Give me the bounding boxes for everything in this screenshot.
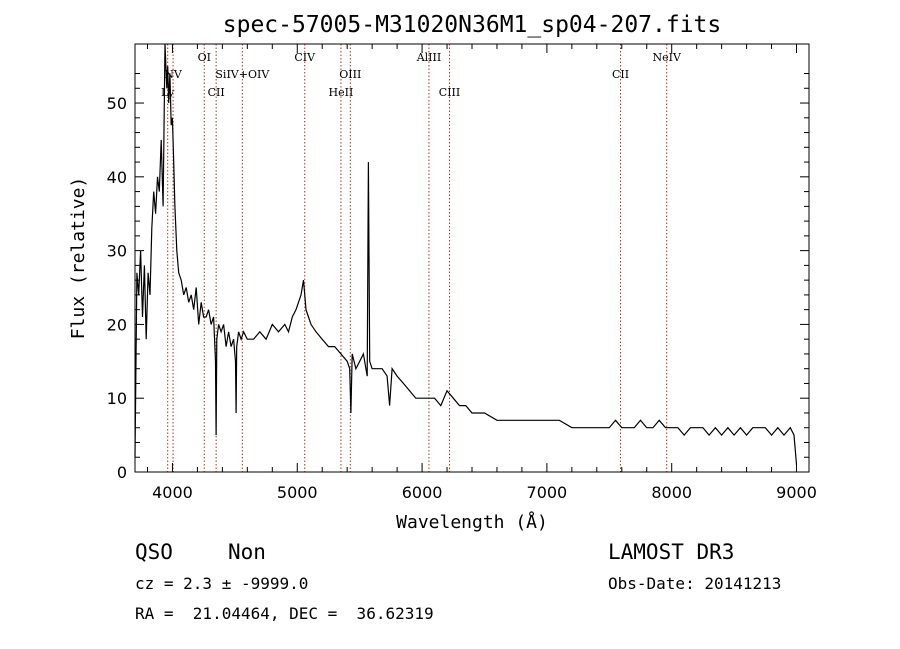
line-marker-label-5: CIV [294, 51, 316, 64]
x-tick-label: 6000 [402, 483, 443, 502]
spectral-line-markers: LyNVOICIISiIV+OIVCIVHeIIOIIIAlIIICIIICII… [161, 44, 682, 472]
line-marker-label-2: OI [198, 51, 211, 64]
line-marker-label-7: OIII [339, 68, 361, 81]
survey-name: LAMOST DR3 [608, 540, 735, 564]
line-marker-label-4: SiIV+OIV [215, 68, 270, 81]
y-tick-label: 10 [107, 389, 127, 408]
y-tick-label: 40 [107, 168, 127, 187]
line-marker-label-8: AlIII [416, 51, 442, 64]
object-subclass: Non [228, 540, 266, 564]
line-marker-label-1: NV [164, 68, 183, 81]
x-tick-label: 4000 [152, 483, 193, 502]
y-tick-label: 0 [117, 463, 127, 482]
x-tick-label: 8000 [651, 483, 692, 502]
y-tick-label: 30 [107, 242, 127, 261]
line-marker-label-6: HeII [329, 86, 354, 99]
x-axis-label: Wavelength (Å) [396, 511, 548, 533]
y-axis-ticks: 0 10 20 30 40 50 [107, 73, 809, 482]
x-axis-ticks: 4000 5000 6000 7000 8000 9000 [146, 44, 817, 502]
coordinates-text: RA = 21.04464, DEC = 36.62319 [135, 604, 434, 623]
obs-date: Obs-Date: 20141213 [608, 574, 782, 593]
y-tick-label: 50 [107, 94, 127, 113]
line-marker-label-10: CII [612, 68, 629, 81]
x-tick-label: 5000 [277, 483, 318, 502]
x-tick-label: 7000 [527, 483, 568, 502]
redshift-text: cz = 2.3 ± -9999.0 [135, 574, 309, 593]
spectrum-series-line [134, 43, 798, 465]
object-class: QSO [135, 540, 173, 564]
line-marker-label-3: CII [208, 86, 225, 99]
y-tick-label: 20 [107, 315, 127, 334]
line-marker-label-11: NeIV [652, 51, 681, 64]
line-marker-label-9: CIII [439, 86, 460, 99]
x-tick-label: 9000 [776, 483, 817, 502]
chart-title: spec-57005-M31020N36M1_sp04-207.fits [223, 12, 722, 38]
y-axis-label: Flux (relative) [68, 177, 89, 340]
